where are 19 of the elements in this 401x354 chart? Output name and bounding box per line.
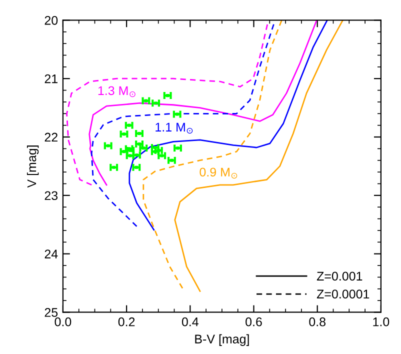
y-tick-label: 21 xyxy=(44,74,58,84)
annotation: 0.9 M$_{⊙}$ xyxy=(200,168,238,179)
x-tick-label: 0.4 xyxy=(182,317,198,326)
x-tick-label: 0.0 xyxy=(54,317,72,326)
annotation: 1.3 M$_{⊙}$ xyxy=(98,86,136,98)
y-tick-label: 24 xyxy=(44,250,58,258)
y-tick-label: 20 xyxy=(44,16,58,25)
x-axis-title: B-V [mag] xyxy=(195,334,249,346)
annotation: Z=0.001 xyxy=(316,272,362,281)
y-tick-label: 22 xyxy=(44,132,58,142)
y-tick-label: 25 xyxy=(44,308,58,317)
annotation: Z=0.0001 xyxy=(316,290,370,299)
x-tick-label: 0.8 xyxy=(309,317,326,326)
x-tick-label: 1.0 xyxy=(373,317,390,326)
y-axis-title: V [mag] xyxy=(26,146,39,188)
annotation: 1.1 M$_{⊙}$ xyxy=(156,122,193,134)
x-tick-label: 0.2 xyxy=(118,317,135,326)
y-tick-label: 23 xyxy=(44,191,58,200)
x-tick-label: 0.6 xyxy=(246,317,262,326)
